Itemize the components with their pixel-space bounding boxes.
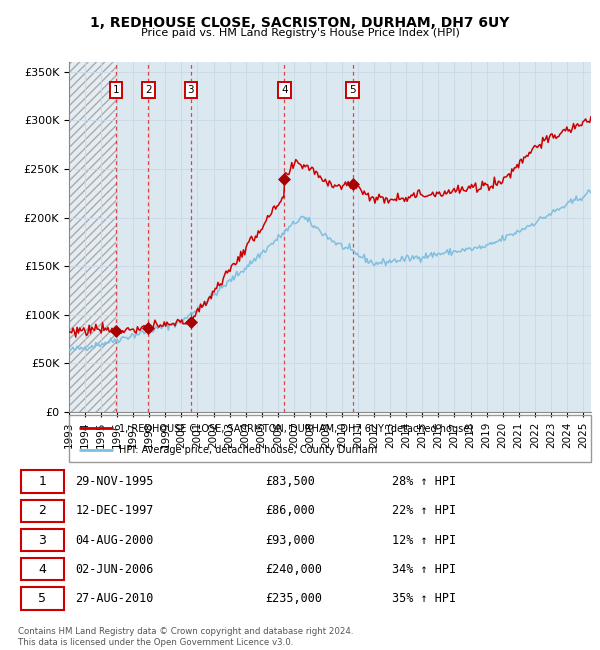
Text: 27-AUG-2010: 27-AUG-2010 [76, 592, 154, 605]
Text: 2: 2 [145, 85, 152, 95]
FancyBboxPatch shape [21, 558, 64, 580]
Text: 3: 3 [188, 85, 194, 95]
Bar [69, 62, 116, 412]
Text: Price paid vs. HM Land Registry's House Price Index (HPI): Price paid vs. HM Land Registry's House … [140, 28, 460, 38]
Text: £86,000: £86,000 [266, 504, 316, 517]
FancyBboxPatch shape [21, 471, 64, 493]
Text: 4: 4 [281, 85, 288, 95]
Text: 04-AUG-2000: 04-AUG-2000 [76, 534, 154, 547]
Text: 29-NOV-1995: 29-NOV-1995 [76, 475, 154, 488]
Bar [69, 62, 116, 412]
Text: 35% ↑ HPI: 35% ↑ HPI [392, 592, 457, 605]
Text: £240,000: £240,000 [266, 563, 323, 576]
Text: 5: 5 [38, 592, 46, 605]
Text: £235,000: £235,000 [266, 592, 323, 605]
Text: 28% ↑ HPI: 28% ↑ HPI [392, 475, 457, 488]
Text: 3: 3 [38, 534, 46, 547]
Text: 12% ↑ HPI: 12% ↑ HPI [392, 534, 457, 547]
Text: 5: 5 [349, 85, 356, 95]
Text: Contains HM Land Registry data © Crown copyright and database right 2024.
This d: Contains HM Land Registry data © Crown c… [18, 627, 353, 647]
Text: 02-JUN-2006: 02-JUN-2006 [76, 563, 154, 576]
Text: 1, REDHOUSE CLOSE, SACRISTON, DURHAM, DH7 6UY: 1, REDHOUSE CLOSE, SACRISTON, DURHAM, DH… [91, 16, 509, 31]
Text: 2: 2 [38, 504, 46, 517]
FancyBboxPatch shape [21, 528, 64, 551]
Text: £83,500: £83,500 [266, 475, 316, 488]
Text: HPI: Average price, detached house, County Durham: HPI: Average price, detached house, Coun… [119, 445, 377, 455]
Text: £93,000: £93,000 [266, 534, 316, 547]
Text: 4: 4 [38, 563, 46, 576]
Text: 12-DEC-1997: 12-DEC-1997 [76, 504, 154, 517]
Text: 1: 1 [38, 475, 46, 488]
Text: 1: 1 [112, 85, 119, 95]
Text: 34% ↑ HPI: 34% ↑ HPI [392, 563, 457, 576]
Text: 22% ↑ HPI: 22% ↑ HPI [392, 504, 457, 517]
FancyBboxPatch shape [21, 500, 64, 522]
FancyBboxPatch shape [21, 587, 64, 610]
Text: 1, REDHOUSE CLOSE, SACRISTON, DURHAM, DH7 6UY (detached house): 1, REDHOUSE CLOSE, SACRISTON, DURHAM, DH… [119, 423, 473, 433]
